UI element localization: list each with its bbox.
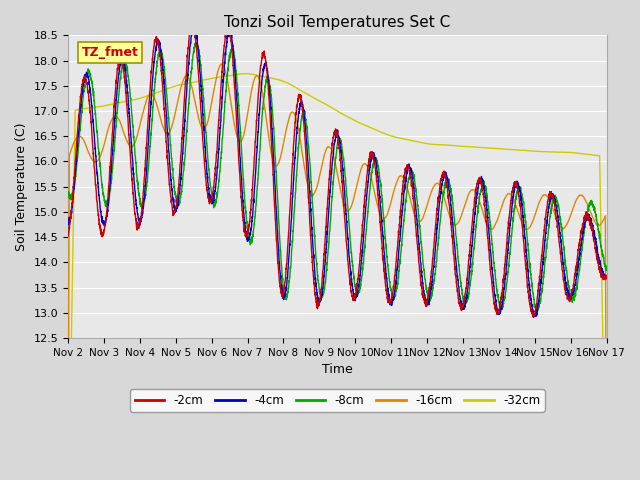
X-axis label: Time: Time (322, 363, 353, 376)
Title: Tonzi Soil Temperatures Set C: Tonzi Soil Temperatures Set C (224, 15, 451, 30)
Y-axis label: Soil Temperature (C): Soil Temperature (C) (15, 122, 28, 251)
Text: TZ_fmet: TZ_fmet (81, 46, 138, 59)
Legend: -2cm, -4cm, -8cm, -16cm, -32cm: -2cm, -4cm, -8cm, -16cm, -32cm (130, 389, 545, 412)
